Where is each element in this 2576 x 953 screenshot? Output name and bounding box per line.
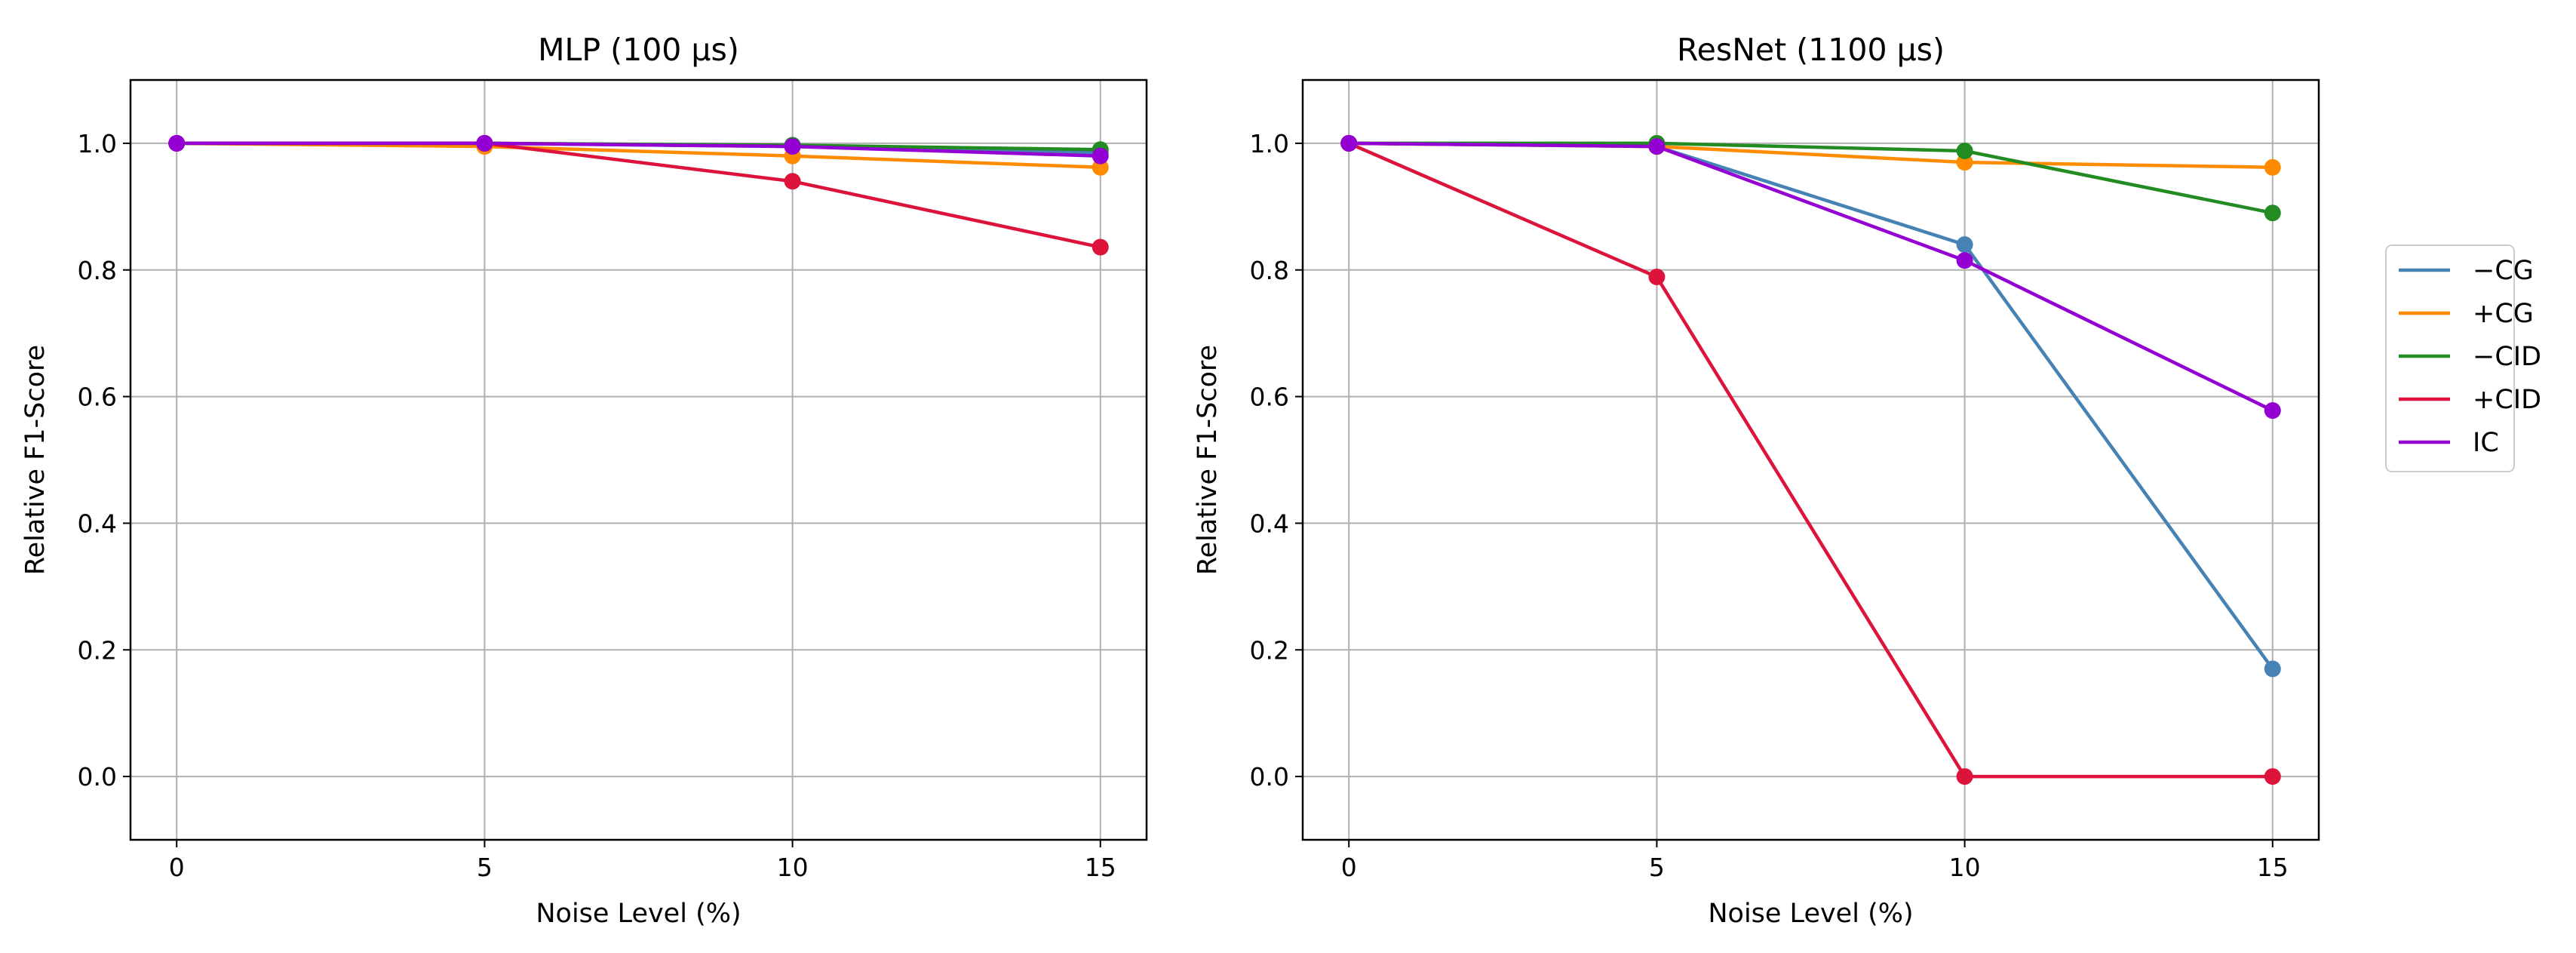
series-line xyxy=(1346,141,2275,779)
data-point xyxy=(1091,147,1109,164)
legend-label: IC xyxy=(2473,428,2499,458)
y-tick-label: 0.8 xyxy=(78,256,117,285)
y-tick-label: 0.4 xyxy=(1250,509,1289,538)
data-point xyxy=(784,173,801,190)
legend-frame xyxy=(2385,244,2515,472)
y-tick-label: 0.6 xyxy=(1250,383,1289,412)
x-tick-label: 0 xyxy=(169,853,185,882)
series-line xyxy=(174,141,1103,249)
data-point xyxy=(1648,138,1666,155)
axes-frame xyxy=(1301,78,2320,841)
chart-panel-2: 0 5 10 15 0.0 0.2 0.4 0.6 0.8 1.0 ResNet (1100 µs)… xyxy=(1193,32,2320,929)
data-point xyxy=(2264,768,2281,785)
series-line xyxy=(1346,141,2275,671)
data-point xyxy=(1956,768,1973,785)
y-tick-label: 1.0 xyxy=(78,129,117,158)
x-tick-label: 0 xyxy=(1341,853,1357,882)
legend-label: +CID xyxy=(2473,385,2541,415)
data-point xyxy=(1340,134,1358,152)
data-point xyxy=(1091,158,1109,176)
x-axis-label: Noise Level (%) xyxy=(536,899,741,929)
data-point xyxy=(784,138,801,155)
legend-label: +CG xyxy=(2473,299,2534,329)
chart-title: MLP (100 µs) xyxy=(538,32,739,68)
data-point xyxy=(2264,158,2281,176)
series-line xyxy=(174,141,1103,158)
y-tick-label: 1.0 xyxy=(1250,129,1289,158)
data-point xyxy=(1648,268,1666,285)
y-axis-label: Relative F1-Score xyxy=(20,345,51,575)
legend-label: −CG xyxy=(2473,256,2534,286)
chart-panel-1: 0 5 10 15 0.0 0.2 0.4 0.6 0.8 1.0 MLP (100 µs) Nois… xyxy=(20,32,1148,929)
data-point xyxy=(1956,154,1973,171)
y-tick-label: 0.8 xyxy=(1250,256,1289,285)
axes-frame xyxy=(129,78,1148,841)
legend-label: −CID xyxy=(2473,342,2541,372)
data-point xyxy=(1091,238,1109,256)
data-point xyxy=(476,134,493,152)
data-point xyxy=(1956,236,1973,254)
data-point xyxy=(168,134,186,152)
x-tick-label: 15 xyxy=(1085,853,1116,882)
series-line xyxy=(1346,141,2275,413)
x-tick-label: 10 xyxy=(1949,853,1981,882)
chart-title: ResNet (1100 µs) xyxy=(1677,32,1945,68)
y-tick-label: 0.0 xyxy=(1250,762,1289,792)
y-axis-label: Relative F1-Score xyxy=(1193,345,1223,575)
y-tick-label: 0.6 xyxy=(78,383,117,412)
y-tick-label: 0.4 xyxy=(78,509,117,538)
data-point xyxy=(2264,660,2281,678)
x-tick-label: 10 xyxy=(777,853,809,882)
y-tick-label: 0.0 xyxy=(78,762,117,792)
data-point xyxy=(1956,252,1973,269)
y-tick-label: 0.2 xyxy=(1250,635,1289,665)
x-axis-label: Noise Level (%) xyxy=(1708,899,1913,929)
x-tick-label: 5 xyxy=(477,853,493,882)
data-point xyxy=(2264,402,2281,420)
data-point xyxy=(1956,142,1973,159)
legend: −CG +CG −CID +CID IC xyxy=(2385,244,2541,472)
plots-area: 0 5 10 15 0.0 0.2 0.4 0.6 0.8 1.0 MLP (100 µs) Nois… xyxy=(20,32,2320,929)
y-tick-label: 0.2 xyxy=(78,635,117,665)
x-tick-label: 5 xyxy=(1649,853,1665,882)
data-point xyxy=(2264,204,2281,222)
x-tick-label: 15 xyxy=(2257,853,2289,882)
